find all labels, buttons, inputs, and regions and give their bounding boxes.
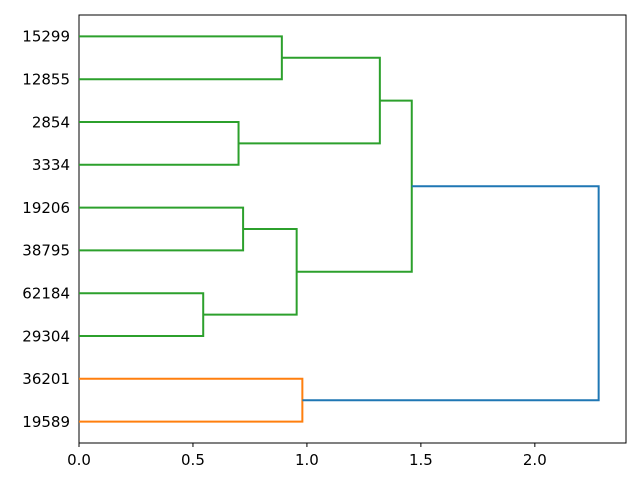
leaf-label-3334: 3334 [32,156,70,174]
leaf-label-2854: 2854 [32,113,70,131]
dendrogram-link-green [238,56,381,145]
dendrogram-link-green [203,228,298,316]
x-tick-label: 0.0 [67,451,91,469]
dendrogram-link-green [79,292,205,337]
dendrogram-link-green [79,35,283,81]
leaf-label-12855: 12855 [22,71,70,89]
dendrogram-link-green [79,206,245,252]
leaf-label-19589: 19589 [22,413,70,431]
x-tick-label: 2.0 [523,451,547,469]
leaf-label-38795: 38795 [22,242,70,260]
leaf-label-19206: 19206 [22,199,70,217]
leaf-label-15299: 15299 [22,28,70,46]
leaf-label-36201: 36201 [22,370,70,388]
leaf-label-62184: 62184 [22,285,70,303]
dendrogram-link-green [79,121,240,166]
plot-border [78,14,627,444]
x-tick-label: 0.5 [181,451,205,469]
dendrogram-link-blue [302,185,600,402]
leaf-label-29304: 29304 [22,327,70,345]
dendrogram-link-orange [79,377,304,423]
x-tick-label: 1.5 [409,451,433,469]
x-tick-label: 1.0 [295,451,319,469]
dendrogram-link-green [296,99,413,273]
